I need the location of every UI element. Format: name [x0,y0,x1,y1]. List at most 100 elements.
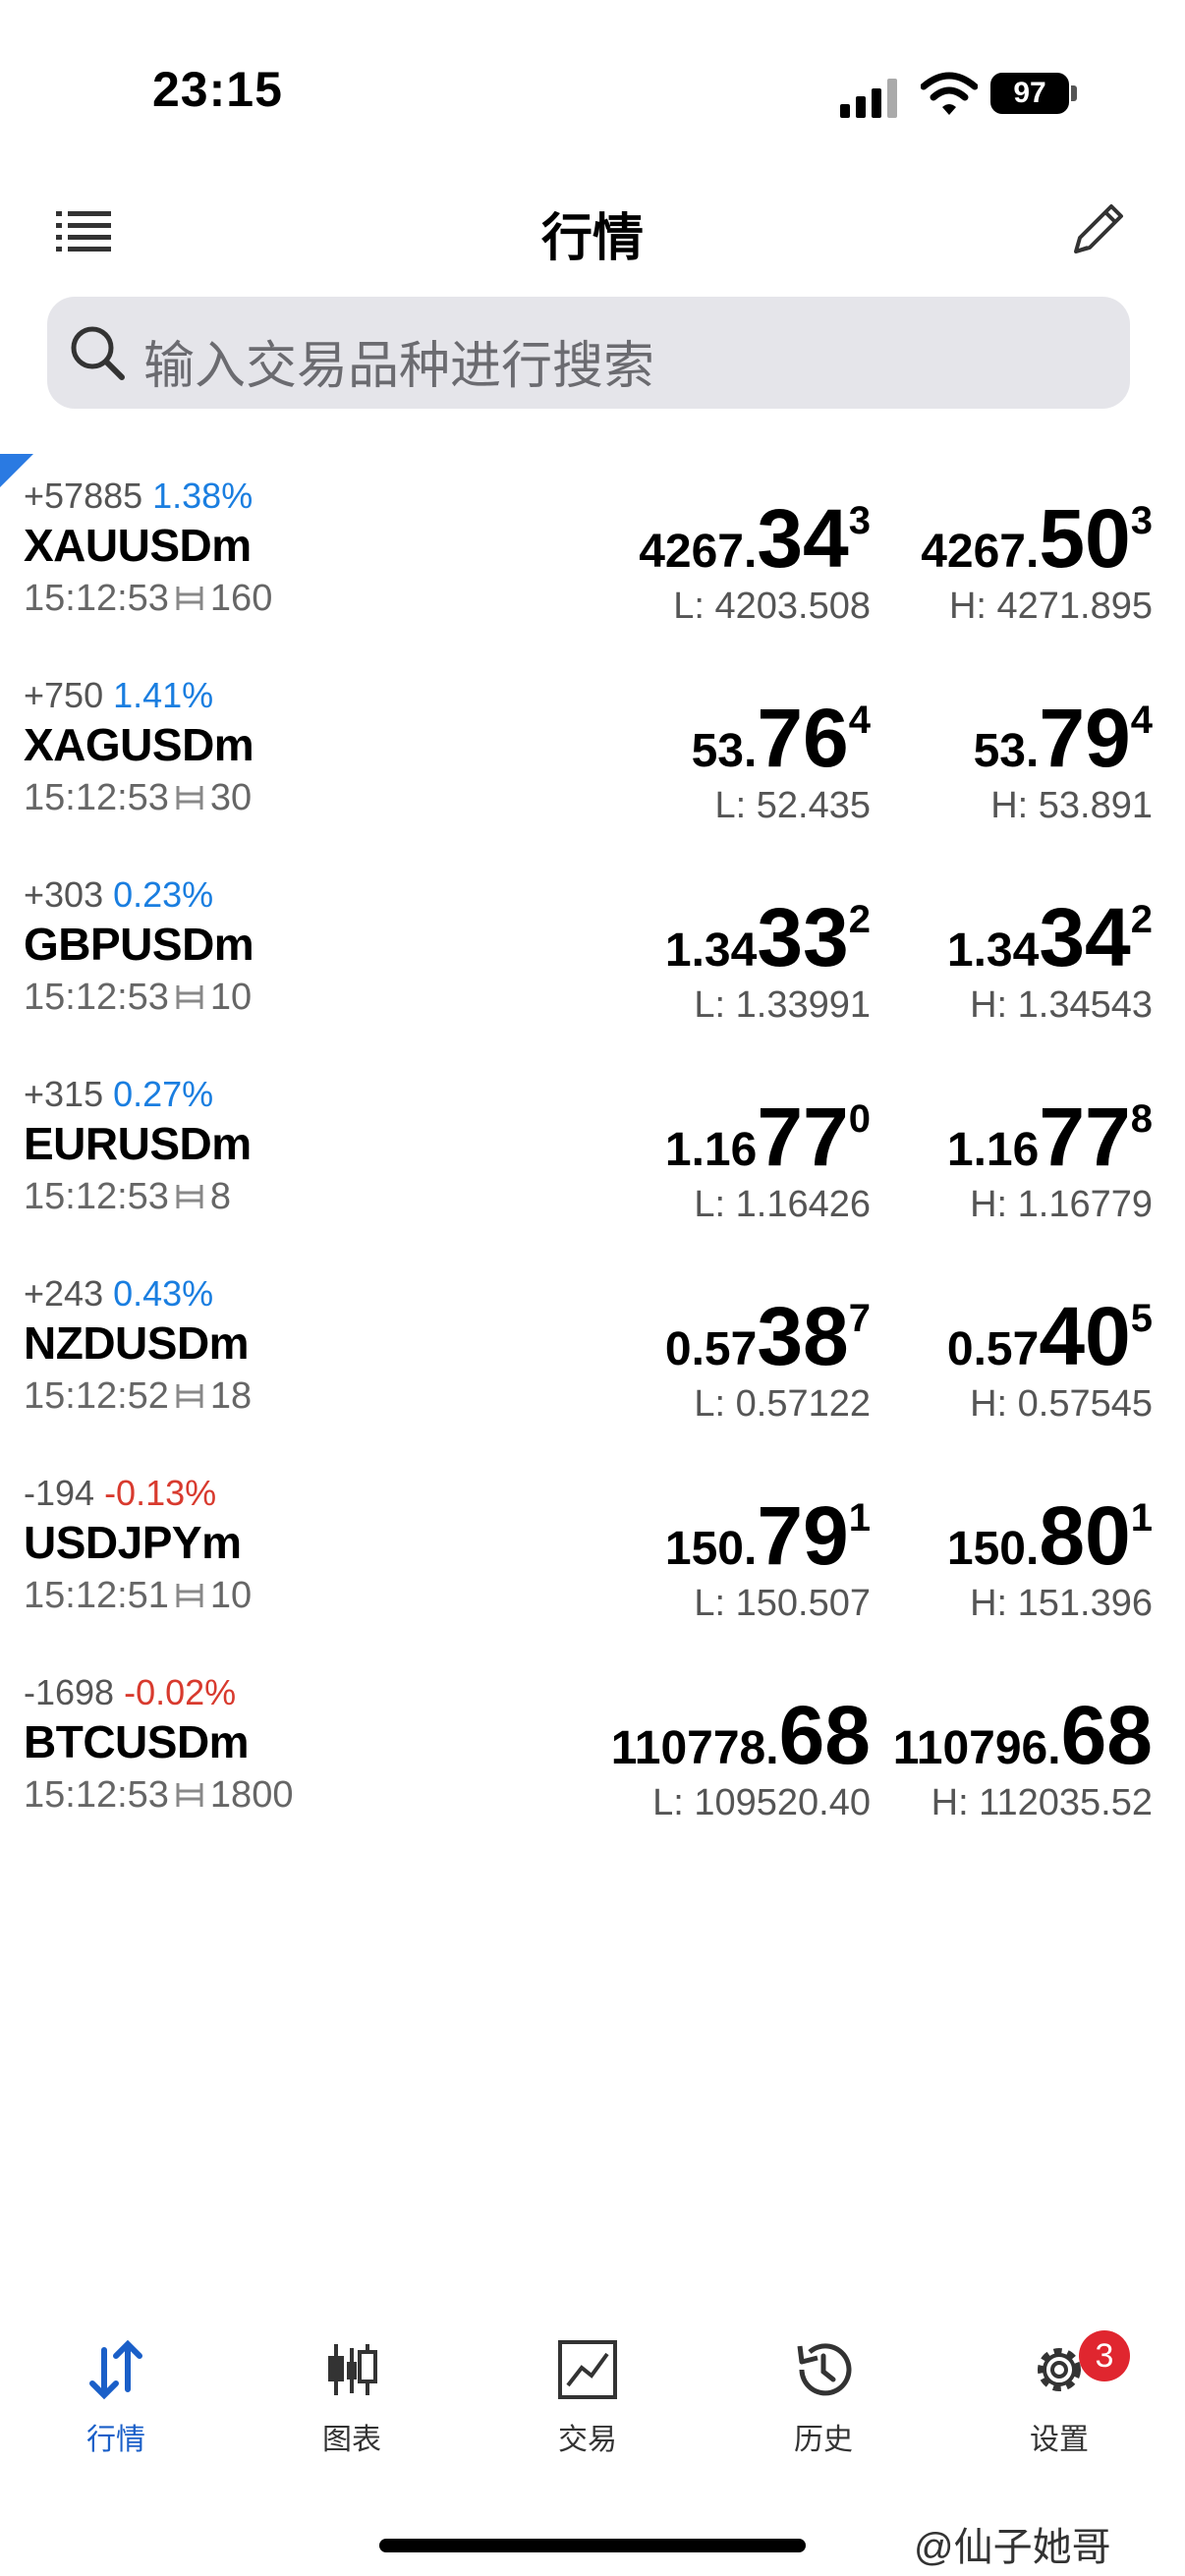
chart-candles-icon [328,2344,377,2395]
change-value: -1698 [24,1672,115,1712]
symbol-name: XAGUSDm [24,719,254,770]
ask-price[interactable]: 53.794 [974,697,1153,779]
ask-price-main: 80 [1039,1489,1131,1582]
quote-row[interactable]: +750 1.41% XAGUSDm 15:12:53 30 53.764 53.794 L:… [0,657,1185,857]
ask-price-main: 40 [1039,1290,1131,1382]
ask-price-pip: 3 [1130,499,1153,542]
list-menu-icon[interactable] [54,201,113,260]
status-time: 23:15 [152,62,283,117]
bid-price-pip: 1 [848,1496,871,1540]
bid-price[interactable]: 1.16770 [665,1095,871,1178]
spread-icon [176,985,203,1009]
bid-price-prefix: 1.16 [664,1124,758,1176]
status-bar: 23:15 97 [0,0,1185,167]
bid-price[interactable]: 53.764 [692,697,871,779]
symbol-name: NZDUSDm [24,1317,250,1369]
home-indicator[interactable] [379,2539,806,2552]
quote-row[interactable]: +315 0.27% EURUSDm 15:12:53 8 1.16770 1.16778 L… [0,1056,1185,1256]
spread-icon [176,587,203,610]
quote-meta: 15:12:53 160 [24,578,272,620]
low-price: L: 109520.40 [652,1782,871,1823]
ask-price[interactable]: 1.16778 [947,1095,1153,1178]
ask-price[interactable]: 110796.68 [893,1694,1153,1776]
quote-row[interactable]: -1698 -0.02% BTCUSDm 15:12:53 1800 110778.68 1… [0,1654,1185,1854]
spread-value: 160 [209,578,273,619]
change-value: +303 [24,874,104,915]
high-price: H: 4271.895 [948,586,1153,627]
spread-value: 1800 [209,1774,294,1816]
spread-value: 30 [209,777,253,818]
bid-price-main: 34 [757,492,849,585]
watermark: @仙子她哥 [914,2526,1111,2569]
tab-settings[interactable]: 设置 [971,2319,1148,2476]
bid-price-prefix: 110778. [610,1722,779,1774]
ask-price-main: 79 [1039,692,1131,784]
quote-meta: 15:12:51 10 [24,1575,252,1617]
selection-corner-marker [0,454,33,487]
tab-quotes[interactable]: 行情 [28,2319,204,2476]
signal-icon [840,79,897,118]
trade-chart-icon [558,2340,617,2399]
change-points: +57885 1.38% [24,476,253,517]
quote-row[interactable]: +57885 1.38% XAUUSDm 15:12:53 160 4267.343 426… [0,458,1185,657]
ask-price[interactable]: 0.57405 [947,1295,1153,1377]
bid-price[interactable]: 1.34332 [665,896,871,979]
history-icon [797,2343,852,2396]
bid-price-main: 76 [757,692,849,784]
bid-price-pip: 2 [848,898,871,941]
change-value: -194 [24,1473,95,1513]
bid-price-pip: 0 [848,1097,871,1141]
bid-price[interactable]: 4267.343 [639,497,871,580]
tab-chart[interactable]: 图表 [263,2319,440,2476]
ask-price-prefix: 1.34 [946,924,1040,977]
bid-price[interactable]: 150.791 [665,1494,871,1577]
bid-price-pip: 4 [848,699,871,742]
symbol-name: USDJPYm [24,1517,242,1568]
bid-price-main: 68 [778,1689,871,1781]
battery-indicator: 97 [990,73,1069,114]
high-price: H: 151.396 [970,1583,1153,1624]
edit-pencil-icon[interactable] [1066,196,1131,261]
spread-icon [176,1384,203,1408]
ask-price-pip: 8 [1130,1097,1153,1141]
tab-history[interactable]: 历史 [735,2319,912,2476]
high-price: H: 1.34543 [970,984,1153,1026]
quote-meta: 15:12:53 1800 [24,1774,293,1817]
tab-label: 历史 [794,2424,853,2456]
bid-price-main: 33 [757,891,849,983]
ask-price[interactable]: 4267.503 [921,497,1153,580]
ask-price-main: 77 [1039,1091,1131,1183]
symbol-name: XAUUSDm [24,520,252,571]
tab-trade[interactable]: 交易 [499,2319,676,2476]
ask-price-prefix: 53. [973,725,1040,777]
search-input[interactable]: 输入交易品种进行搜索 [47,297,1130,409]
quote-row[interactable]: -194 -0.13% USDJPYm 15:12:51 10 150.791 150.80… [0,1455,1185,1654]
ask-price-main: 34 [1039,891,1131,983]
ask-price[interactable]: 150.801 [947,1494,1153,1577]
low-price: L: 0.57122 [694,1383,871,1425]
quote-meta: 15:12:53 10 [24,977,252,1019]
high-price: H: 0.57545 [970,1383,1153,1425]
ask-price[interactable]: 1.34342 [947,896,1153,979]
bid-price-prefix: 53. [691,725,758,777]
ask-price-prefix: 110796. [892,1722,1061,1774]
ask-price-main: 68 [1060,1689,1153,1781]
ask-price-prefix: 150. [946,1523,1040,1575]
bid-price-main: 77 [757,1091,849,1183]
quote-meta: 15:12:53 30 [24,777,252,819]
quote-row[interactable]: +243 0.43% NZDUSDm 15:12:52 18 0.57387 0.57405… [0,1256,1185,1455]
high-price: H: 112035.52 [931,1782,1153,1823]
page-title: 行情 [540,210,644,267]
quote-time: 15:12:53 [24,777,169,818]
quote-time: 15:12:53 [24,578,169,619]
bid-price-main: 79 [757,1489,849,1582]
bid-price[interactable]: 0.57387 [665,1295,871,1377]
low-price: L: 150.507 [694,1583,871,1624]
ask-price-pip: 2 [1130,898,1153,941]
spread-value: 10 [209,977,253,1018]
search-placeholder: 输入交易品种进行搜索 [143,338,655,395]
bid-price[interactable]: 110778.68 [611,1694,871,1776]
bid-price-prefix: 0.57 [664,1323,758,1375]
spread-value: 8 [209,1176,232,1217]
quote-row[interactable]: +303 0.23% GBPUSDm 15:12:53 10 1.34332 1.34342… [0,857,1185,1056]
